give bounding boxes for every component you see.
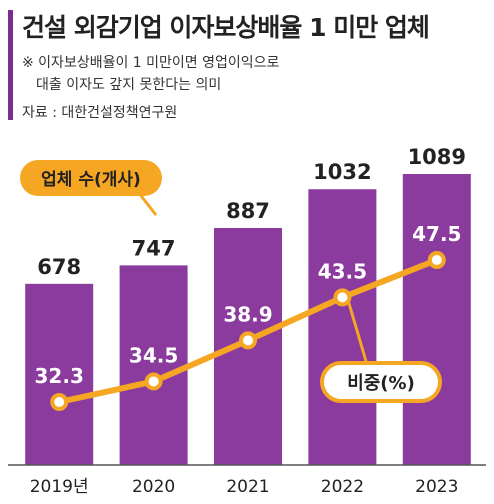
x-tick-label: 2019년 (30, 477, 89, 497)
line-legend-badge (320, 361, 442, 403)
bar-2019년 (25, 283, 94, 465)
legend: 업체 수(개사) 비중(%) (20, 160, 442, 403)
bar-legend-label: 업체 수(개사) (41, 170, 141, 190)
x-tick-label: 2022 (321, 477, 364, 497)
line-legend-label: 비중(%) (347, 373, 415, 394)
x-tick-label: 2023 (415, 477, 458, 497)
footnote-line-1: ※ 이자보상배율이 1 미만이면 영업이익으로 (22, 55, 280, 71)
bar-2023 (402, 174, 471, 465)
share-value-label: 34.5 (129, 343, 178, 367)
source-note: 자료 : 대한건설정책연구원 (22, 105, 178, 121)
x-tick-label: 2020 (132, 477, 175, 497)
bar-value-label: 1032 (313, 160, 371, 184)
chart-title: 건설 외감기업 이자보상배율 1 미만 업체 (22, 13, 430, 42)
share-point (50, 393, 69, 411)
title-accent-bar (8, 10, 13, 120)
share-point (427, 251, 446, 269)
bar-value-label: 887 (226, 199, 270, 223)
share-value-label: 32.3 (35, 364, 84, 388)
bar-legend-badge (20, 160, 162, 196)
bar-value-label: 1089 (408, 145, 466, 169)
bar-group (25, 174, 471, 466)
bar-value-label: 747 (132, 236, 176, 260)
x-tick-label: 2021 (226, 477, 269, 497)
bar-value-labels: 678 747 887 1032 1089 (37, 145, 466, 279)
share-line-series: 32.3 34.5 38.9 43.5 47.5 (35, 222, 461, 411)
share-point (239, 331, 257, 350)
share-point (144, 372, 163, 391)
share-value-label: 38.9 (223, 302, 272, 326)
bar-2020 (119, 265, 188, 465)
share-value-label: 43.5 (318, 259, 367, 283)
footnote-line-2: 대출 이자도 갚지 못한다는 의미 (36, 77, 222, 93)
bar-value-label: 678 (37, 255, 81, 279)
share-point (333, 288, 352, 307)
share-value-label: 47.5 (412, 222, 461, 246)
line-legend-pointer (346, 299, 370, 369)
bar-2022 (308, 189, 377, 466)
x-axis: 2019년 2020 2021 2022 2023 (8, 464, 486, 497)
